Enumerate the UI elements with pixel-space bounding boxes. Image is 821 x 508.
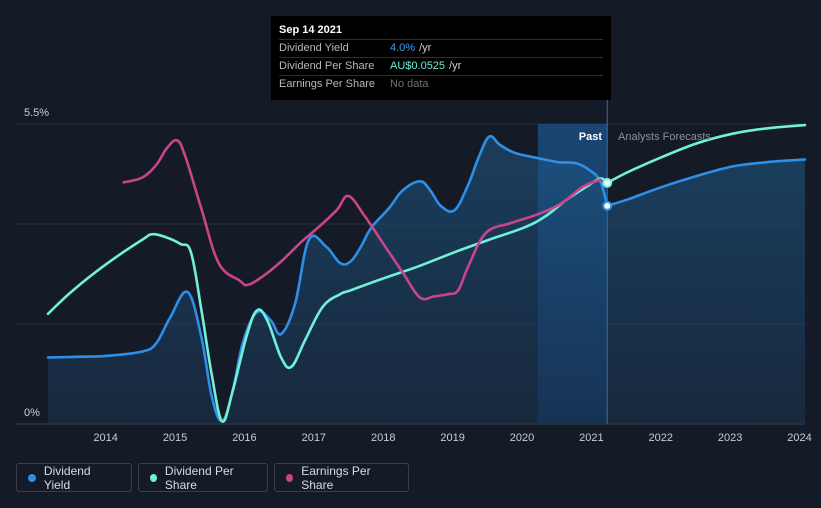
hover-tooltip: Sep 14 2021 Dividend Yield 4.0% /yr Divi… [271,16,611,100]
legend-dot-icon [28,473,36,482]
past-region-label: Past [579,131,603,143]
legend-dot-icon [150,473,157,482]
legend-dividend-yield[interactable]: Dividend Yield [16,463,132,492]
x-tick-label: 2021 [579,432,603,444]
x-tick-label: 2022 [649,432,673,444]
current-date-markers [602,177,613,211]
tooltip-row-dividend-per-share: Dividend Per Share AU$0.0525 /yr [279,58,603,76]
dividend-per-share-line [46,177,609,423]
legend-earnings-per-share[interactable]: Earnings Per Share [274,463,409,492]
tooltip-label: Dividend Yield [279,42,349,54]
tooltip-unit: /yr [449,60,462,72]
series-lines [46,123,807,423]
x-tick-label: 2017 [302,432,326,444]
forecast-region-label: Analysts Forecasts [618,131,711,143]
x-tick-label: 2019 [440,432,464,444]
earnings-per-share-line [122,138,602,301]
dividend-yield-area [48,136,608,424]
dividend-per-share-forecast-marker [602,177,613,188]
tooltip-unit: /yr [419,42,432,54]
tooltip-row-earnings-per-share: Earnings Per Share No data [279,76,603,93]
tooltip-value: AU$0.0525 [390,60,446,72]
x-tick-label: 2018 [371,432,395,444]
x-tick-label: 2020 [510,432,534,444]
x-tick-label: 2016 [232,432,256,444]
legend-dot-icon [286,473,294,482]
x-tick-label: 2014 [93,432,117,444]
dividend-per-share-forecast-line [606,123,807,185]
tooltip-date: Sep 14 2021 [279,22,603,40]
dividend-yield-forecast-line [606,158,807,208]
tooltip-value: 4.0% [390,42,416,54]
tooltip-value: No data [390,78,429,90]
legend-label: Earnings Per Share [301,463,371,492]
tooltip-label: Earnings Per Share [279,78,375,90]
legend-label: Dividend Per Share [164,463,234,492]
chart-legend: Dividend Yield Dividend Per Share Earnin… [16,463,409,492]
legend-dividend-per-share[interactable]: Dividend Per Share [138,463,268,492]
tooltip-label: Dividend Per Share [279,60,375,72]
y-axis-max-label: 5.5% [24,107,49,119]
area-fills [48,136,805,424]
dividend-yield-line [46,134,609,423]
x-tick-label: 2015 [163,432,187,444]
dividend-yield-forecast-area [607,159,805,424]
x-axis-ticks: 2014 2015 2016 2017 2018 2019 2020 2021 2022 2023… [93,432,811,444]
y-axis-min-label: 0% [24,407,40,419]
x-tick-label: 2023 [718,432,742,444]
tooltip-row-dividend-yield: Dividend Yield 4.0% /yr [279,40,603,58]
dividend-yield-forecast-marker [602,200,613,211]
legend-label: Dividend Yield [43,463,91,492]
x-tick-label: 2024 [787,432,811,444]
